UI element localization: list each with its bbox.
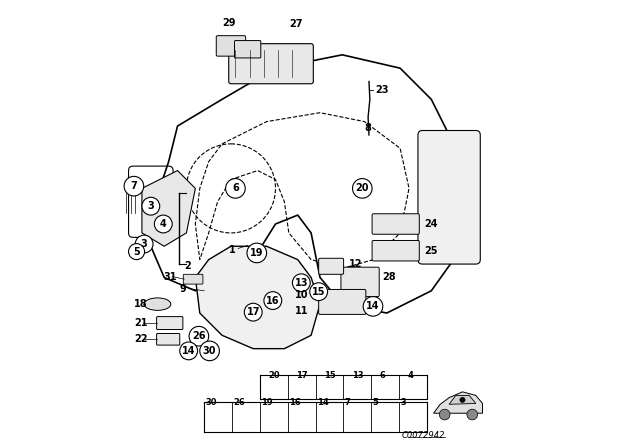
Text: 19: 19 (261, 398, 273, 407)
Text: 20: 20 (356, 183, 369, 194)
Text: 3: 3 (147, 201, 154, 211)
Text: 28: 28 (382, 272, 396, 282)
Text: 30: 30 (205, 398, 217, 407)
Text: 17: 17 (246, 307, 260, 317)
Circle shape (135, 235, 153, 253)
Text: 25: 25 (424, 246, 438, 256)
FancyBboxPatch shape (372, 214, 419, 234)
Text: 4: 4 (408, 371, 413, 380)
Circle shape (310, 283, 328, 301)
Circle shape (124, 177, 144, 196)
Text: 14: 14 (182, 346, 195, 356)
Text: 4: 4 (160, 219, 166, 229)
Polygon shape (195, 246, 320, 349)
FancyBboxPatch shape (234, 41, 260, 58)
Text: 3: 3 (401, 398, 406, 407)
Text: 1: 1 (228, 245, 236, 255)
FancyBboxPatch shape (341, 267, 380, 297)
Circle shape (189, 327, 209, 346)
Circle shape (154, 215, 172, 233)
Text: 26: 26 (192, 331, 205, 341)
Text: 29: 29 (222, 18, 236, 28)
Text: 14: 14 (317, 398, 329, 407)
Text: 14: 14 (366, 302, 380, 311)
Text: 5: 5 (133, 246, 140, 257)
Text: 11: 11 (296, 306, 309, 316)
Text: 16: 16 (266, 296, 280, 306)
Circle shape (292, 274, 310, 292)
FancyBboxPatch shape (183, 274, 203, 284)
Polygon shape (449, 396, 476, 404)
Text: 5: 5 (372, 398, 378, 407)
Circle shape (353, 179, 372, 198)
Text: 31: 31 (163, 271, 177, 281)
Text: 9: 9 (180, 284, 186, 293)
Text: 16: 16 (289, 398, 301, 407)
Text: 26: 26 (234, 398, 245, 407)
Text: 22: 22 (134, 334, 147, 345)
FancyBboxPatch shape (418, 130, 480, 264)
Text: 7: 7 (345, 398, 351, 407)
Circle shape (247, 243, 267, 263)
Text: 2: 2 (185, 261, 191, 271)
Text: 19: 19 (250, 248, 264, 258)
Circle shape (244, 303, 262, 321)
Text: C0072942: C0072942 (401, 431, 445, 440)
Circle shape (180, 342, 198, 360)
Circle shape (467, 409, 477, 420)
Circle shape (264, 292, 282, 310)
FancyBboxPatch shape (319, 289, 366, 314)
Text: 17: 17 (296, 371, 308, 380)
Text: 6: 6 (380, 371, 386, 380)
Circle shape (363, 297, 383, 316)
Circle shape (142, 197, 160, 215)
Circle shape (129, 244, 145, 260)
Polygon shape (433, 392, 483, 413)
Text: 24: 24 (424, 219, 438, 229)
Ellipse shape (144, 298, 171, 310)
Text: 12: 12 (349, 259, 362, 269)
Polygon shape (142, 171, 195, 246)
Text: 30: 30 (203, 346, 216, 356)
FancyBboxPatch shape (319, 258, 344, 274)
FancyBboxPatch shape (216, 36, 246, 56)
Text: 13: 13 (294, 278, 308, 288)
FancyBboxPatch shape (157, 317, 183, 330)
Circle shape (460, 397, 465, 403)
FancyBboxPatch shape (228, 44, 314, 84)
Text: 27: 27 (289, 19, 302, 29)
FancyBboxPatch shape (157, 333, 180, 345)
Text: 7: 7 (131, 181, 137, 191)
Text: 3: 3 (141, 239, 147, 249)
Text: 18: 18 (134, 299, 148, 309)
Circle shape (226, 179, 245, 198)
Text: 15: 15 (312, 287, 325, 297)
Text: 10: 10 (296, 290, 309, 300)
Text: 15: 15 (324, 371, 336, 380)
Circle shape (200, 341, 220, 361)
Text: 20: 20 (268, 371, 280, 380)
Text: 8: 8 (365, 123, 371, 133)
Text: 23: 23 (376, 86, 389, 95)
Text: 13: 13 (352, 371, 364, 380)
Text: 21: 21 (134, 318, 147, 328)
FancyBboxPatch shape (372, 241, 419, 261)
Text: 6: 6 (232, 183, 239, 194)
Circle shape (439, 409, 450, 420)
